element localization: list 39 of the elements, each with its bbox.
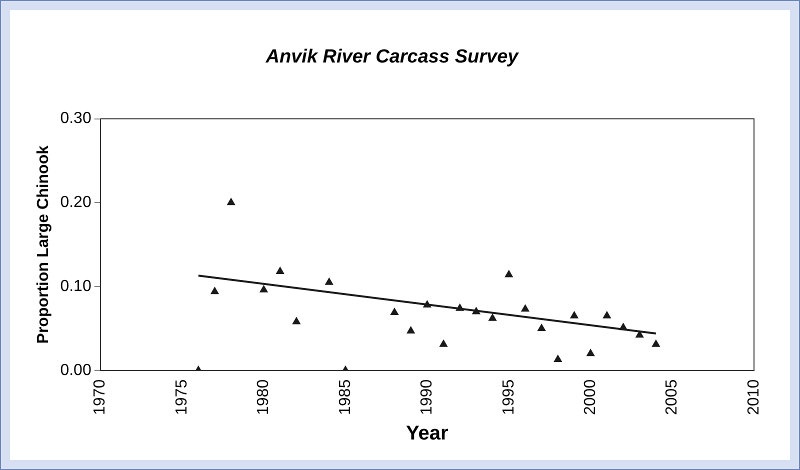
point — [456, 303, 464, 311]
y-tick-label: 0.30 — [60, 110, 92, 128]
y-tick-label: 0.00 — [60, 362, 92, 379]
point — [324, 277, 334, 285]
point — [652, 339, 660, 347]
point — [520, 304, 530, 312]
point — [406, 326, 416, 334]
point — [472, 306, 481, 314]
point — [439, 339, 448, 347]
point — [422, 300, 432, 308]
y-tick-label: 0.10 — [60, 278, 92, 295]
point — [602, 310, 612, 318]
y-tick-label: 0.20 — [60, 194, 92, 212]
y-axis-title: Proportion Large Chinook — [35, 145, 52, 344]
x-tick-label: 2005 — [664, 379, 681, 415]
x-tick-label: 1995 — [500, 379, 518, 415]
point — [488, 313, 497, 321]
point — [259, 284, 268, 292]
point — [554, 354, 562, 362]
point — [292, 316, 301, 324]
point — [570, 310, 579, 318]
x-tick-label: 2000 — [582, 379, 599, 415]
point — [537, 323, 546, 331]
x-tick-label: 1985 — [336, 379, 354, 415]
x-tick-label: 1975 — [173, 379, 190, 415]
point — [504, 270, 514, 278]
point — [618, 322, 628, 330]
chart-title: Anvik River Carcass Survey — [264, 46, 520, 68]
point — [586, 348, 595, 356]
point — [635, 330, 644, 338]
x-tick-label: 1980 — [255, 379, 272, 415]
x-axis-title: Year — [406, 422, 449, 445]
point — [276, 266, 284, 274]
point — [390, 308, 399, 316]
point — [210, 286, 220, 294]
x-tick-label: 1970 — [92, 379, 109, 415]
x-tick-label: 2010 — [745, 379, 762, 415]
point — [226, 198, 236, 206]
x-tick-label: 1990 — [418, 379, 436, 415]
